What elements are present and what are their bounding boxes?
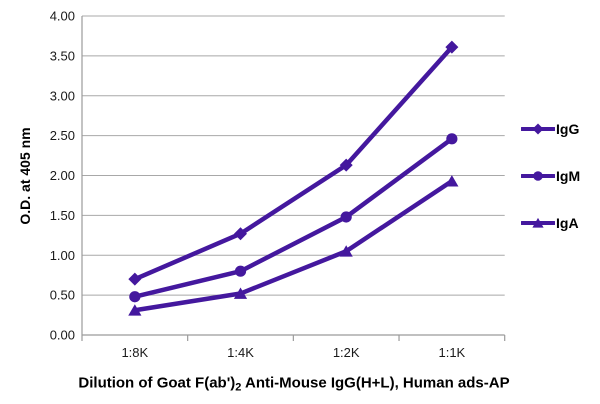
y-tick-label: 2.00: [50, 168, 75, 183]
x-axis-title-subscript: 2: [235, 381, 242, 394]
igg-diamond-marker-icon: [521, 123, 555, 135]
data-point-circle: [340, 211, 352, 223]
y-tick-label: 2.50: [50, 128, 75, 143]
y-tick-label: 0.00: [50, 328, 75, 343]
y-tick-label: 4.00: [50, 9, 75, 24]
legend: IgG IgM IgA: [521, 119, 580, 233]
x-axis-title-text: Dilution of Goat F(ab'): [78, 374, 236, 392]
data-point-diamond: [234, 227, 248, 241]
data-point-circle: [234, 265, 247, 277]
x-axis-title-text: Anti-Mouse IgG(H+L), Human ads-AP: [241, 374, 510, 392]
legend-item-iga: IgA: [521, 213, 580, 233]
data-point-triangle: [532, 217, 544, 228]
y-tick-label: 3.50: [50, 48, 75, 63]
data-point-triangle: [445, 175, 459, 187]
data-point-circle: [446, 133, 458, 145]
series-line-IgA: [132, 178, 455, 313]
series-line-IgG: [132, 44, 455, 282]
legend-item-igg: IgG: [521, 119, 580, 139]
data-point-triangle: [128, 304, 142, 316]
iga-triangle-marker-icon: [521, 217, 555, 228]
data-point-diamond: [128, 272, 142, 286]
legend-label-iga: IgA: [556, 215, 579, 231]
series-line-IgM: [132, 136, 455, 299]
legend-item-igm: IgM: [521, 166, 580, 186]
data-point-triangle: [339, 245, 353, 257]
data-point-triangle: [233, 287, 248, 299]
y-axis-title: O.D. at 405 nm: [17, 127, 33, 225]
data-point-diamond: [445, 40, 459, 54]
y-tick-label: 0.50: [50, 288, 75, 303]
data-point-diamond: [339, 158, 353, 172]
y-tick-label: 3.00: [50, 88, 75, 103]
x-tick-label: 1:4K: [227, 345, 254, 360]
igm-circle-marker-icon: [521, 171, 555, 181]
x-axis-title: Dilution of Goat F(ab')2 Anti-Mouse IgG(…: [78, 375, 509, 394]
y-tick-label: 1.00: [50, 248, 75, 263]
legend-label-igm: IgM: [556, 168, 581, 184]
x-tick-label: 1:8K: [121, 345, 148, 360]
data-point-circle: [533, 171, 543, 181]
x-tick-label: 1:2K: [333, 345, 360, 360]
y-tick-label: 1.50: [50, 208, 75, 223]
data-point-diamond: [532, 123, 544, 135]
legend-label-igg: IgG: [556, 121, 580, 137]
x-tick-label: 1:1K: [438, 345, 465, 360]
data-point-circle: [129, 291, 141, 303]
